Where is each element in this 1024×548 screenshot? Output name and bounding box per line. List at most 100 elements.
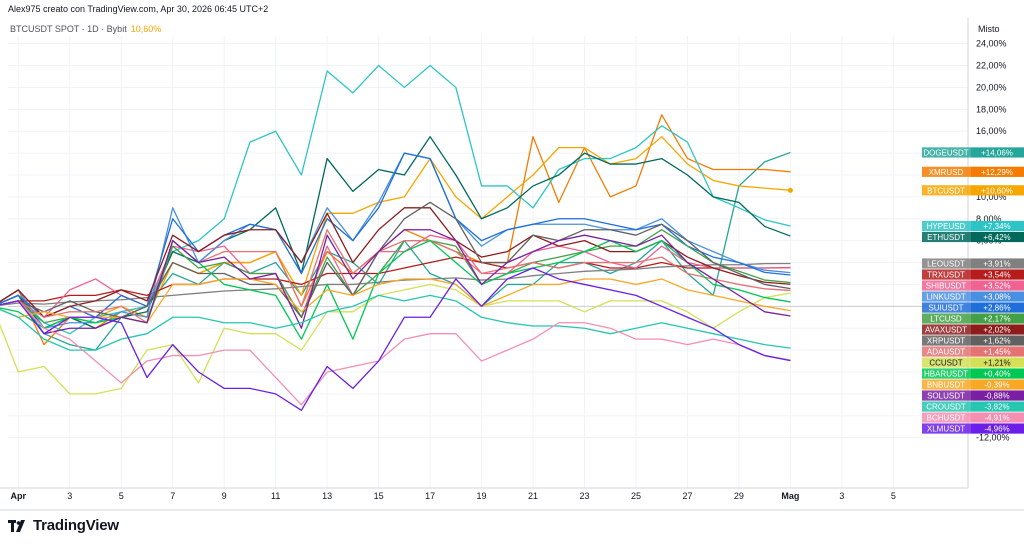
x-tick-label: 15 [374,491,384,501]
badge-name-bg [922,185,971,196]
y-tick-label: 8,00% [976,214,1002,224]
badge-name: LTCUSD [930,315,962,324]
badge-pct-bg [971,346,1024,357]
badge-pct-bg [971,231,1024,243]
badge-value: -3,82% [984,403,1009,412]
badge-pct-bg [971,368,1024,379]
badge-pct-bg [971,269,1024,280]
badge-name-bg [922,258,971,269]
badge-name: HYPEUSD [927,222,966,231]
x-tick-label: 11 [271,491,280,501]
badge-name-bg [922,231,971,243]
badge-name: SOLUSDT [927,392,965,401]
badge-pct-bg [971,185,1024,196]
btc-last-value-dot [787,187,793,193]
x-tick-label: 25 [631,491,641,501]
x-tick-label: 5 [891,491,896,501]
badge-suiusdt: SUIUSDT +2,86% [922,302,1024,313]
badge-crousdt: CROUSDT -3,82% [922,401,1024,412]
badge-name-bg [922,357,971,368]
badge-name: HBARUSDT [924,370,968,379]
badge-pct-bg [971,335,1024,346]
series-line-ethusdt [0,136,791,329]
y-tick-label: -12,00% [976,433,1010,443]
badge-name: BTCUSDT [927,186,965,195]
x-tick-label: 23 [580,491,590,501]
badge-name: CCUSDT [929,359,962,368]
x-tick-label: 9 [222,491,227,501]
badge-value: +1,62% [983,337,1010,346]
time-axis: Apr 3 5 7 9 11 13 15 17 19 21 23 25 27 29 Mag 3 5 [0,487,1024,511]
badge-name-bg [922,291,971,302]
badge-name-bg [922,313,971,324]
series-line-hypeusd [0,64,791,335]
badge-dogeusdt: DOGEUSDT +14,06% [922,147,1024,158]
series-line-trxusdt [0,256,791,306]
x-tick-label: 17 [425,491,435,501]
badge-name: LEOUSDT [927,260,965,269]
badge-ethusdt: ETHUSDT +6,42% [922,231,1024,243]
symbol-name: BTCUSDT SPOT · 1D · Bybit [10,24,127,34]
grid-lines [8,36,968,488]
x-tick-label: 19 [477,491,487,501]
y-tick-label: 10,00% [976,192,1007,202]
badge-name: BCHUSDT [927,414,966,423]
series-line-suiusdt [0,152,791,318]
badge-pct-bg [971,166,1024,177]
badge-pct-bg [971,291,1024,302]
tradingview-wordmark: TradingView [33,517,119,534]
x-tick-label: 13 [322,491,332,501]
badge-name-bg [922,401,971,412]
badge-name: SHIBUSDT [926,282,967,291]
scale-mode-label[interactable]: Misto [978,24,1000,34]
series-line-crousdt [0,294,791,351]
badge-name-bg [922,412,971,423]
badge-value: +1,21% [983,359,1010,368]
badge-value: +14,06% [981,148,1013,157]
badge-bchusdt: BCHUSDT -4,91% [922,412,1024,423]
badge-trxusdt: TRXUSDT +3,54% [922,269,1024,280]
badge-value: +2,02% [983,326,1010,335]
badge-linkusdt: LINKUSDT +3,08% [922,291,1024,302]
badge-name-bg [922,220,971,232]
badge-name: ADAUSDT [927,348,965,357]
badge-pct-bg [971,423,1024,434]
badge-name: CROUSDT [926,403,966,412]
badge-xrpusdt: XRPUSDT +1,62% [922,335,1024,346]
badge-pct-bg [971,390,1024,401]
badge-pct-bg [971,412,1024,423]
y-tick-label: 20,00% [976,82,1007,92]
badge-pct-bg [971,302,1024,313]
badge-name-bg [922,324,971,335]
badge-name-bg [922,302,971,313]
x-tick-label: 21 [528,491,538,501]
badge-xmrusd: XMRUSD +12,29% [922,166,1024,177]
badge-value: +1,45% [983,348,1010,357]
chart-header: Alex975 creato con TradingView.com, Apr … [8,4,269,14]
badge-value: +3,08% [983,293,1010,302]
badge-leousdt: LEOUSDT +3,91% [922,258,1024,269]
series-line-adausdt [0,229,791,324]
tradingview-logo: TradingView [8,517,119,534]
badge-name-bg [922,335,971,346]
badge-value: +12,29% [981,168,1013,177]
badge-hbarusdt: HBARUSDT +0,40% [922,368,1024,379]
badge-name: SUIUSDT [928,304,963,313]
badge-pct-bg [971,280,1024,291]
badge-name-bg [922,390,971,401]
badge-name: XMRUSD [929,168,964,177]
badge-pct-bg [971,401,1024,412]
symbol-line: BTCUSDT SPOT · 1D · Bybit 10,60% [10,24,161,34]
series-line-btcusdt [0,136,791,329]
x-tick-label: 3 [67,491,72,501]
tradingview-logo-icon [8,519,25,532]
series-line-bchusdt [0,300,791,406]
badge-pct-bg [971,220,1024,232]
x-tick-label: 7 [170,491,175,501]
series-line-ltcusd [0,229,791,324]
badge-value: -4,91% [984,414,1009,423]
badge-pct-bg [971,313,1024,324]
series-line-solusdt [0,229,791,335]
badge-adausdt: ADAUSDT +1,45% [922,346,1024,357]
